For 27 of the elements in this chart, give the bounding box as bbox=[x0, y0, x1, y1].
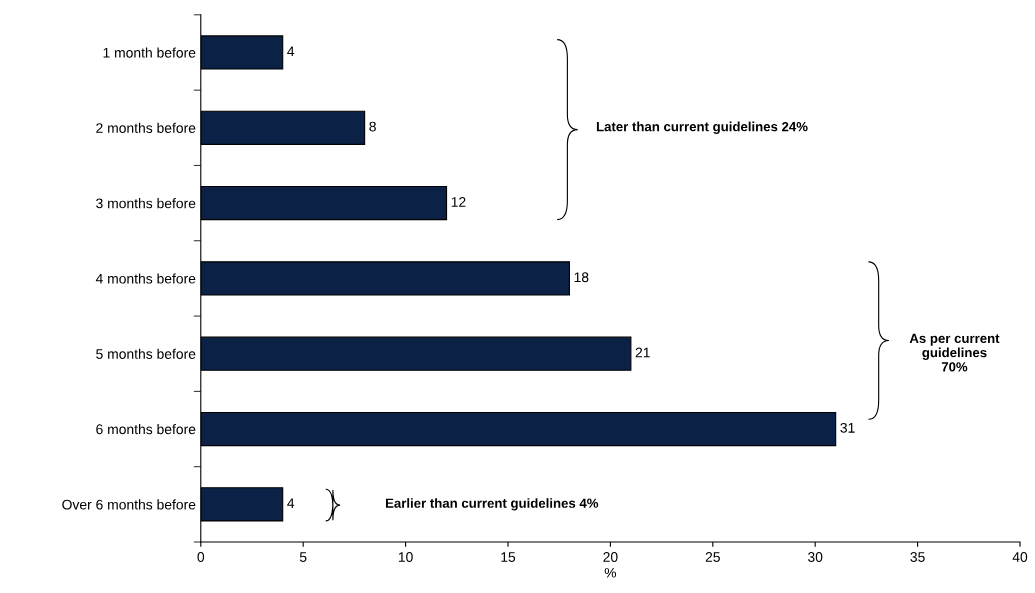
annotation: Earlier than current guidelines 4% bbox=[385, 498, 599, 511]
x-axis-title: % bbox=[604, 567, 617, 578]
data-label: 31 bbox=[840, 422, 855, 433]
y-tick-label: 1 month before bbox=[103, 47, 196, 58]
data-label: 4 bbox=[287, 46, 295, 57]
y-tick-label: 4 months before bbox=[95, 273, 196, 284]
x-tick-label: 35 bbox=[910, 552, 925, 562]
x-tick-label: 40 bbox=[1012, 552, 1028, 562]
annotation: As per current guidelines 70% bbox=[909, 333, 1000, 372]
x-tick-label: 0 bbox=[197, 552, 205, 562]
data-label: 4 bbox=[287, 498, 295, 508]
y-tick-label: Over 6 months before bbox=[62, 499, 196, 510]
x-tick-label: 15 bbox=[501, 552, 516, 562]
data-label: 8 bbox=[369, 121, 376, 132]
x-tick-label: 5 bbox=[299, 552, 307, 562]
x-tick-label: 25 bbox=[705, 552, 720, 562]
y-tick-label: 6 months before bbox=[96, 424, 196, 435]
x-tick-label: 30 bbox=[808, 552, 823, 562]
x-tick-label: 20 bbox=[603, 552, 618, 562]
y-tick-label: 2 months before bbox=[96, 122, 196, 133]
x-tick-label: 10 bbox=[398, 552, 413, 562]
data-label: 12 bbox=[451, 197, 466, 207]
y-tick-label: 5 months before bbox=[96, 348, 196, 359]
y-tick-label: 3 months before bbox=[96, 198, 196, 209]
data-label: 18 bbox=[574, 272, 589, 283]
annotation: Later than current guidelines 24% bbox=[596, 121, 808, 134]
data-label: 21 bbox=[635, 347, 650, 358]
